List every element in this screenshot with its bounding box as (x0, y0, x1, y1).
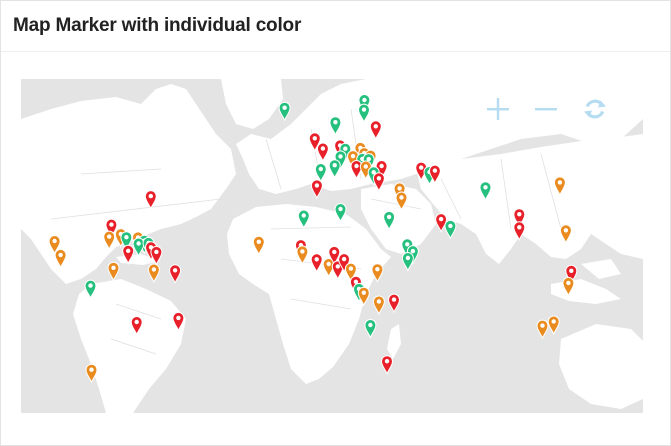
map-marker-orange-56[interactable] (296, 245, 309, 266)
map-marker-green-29[interactable] (479, 181, 492, 202)
map-marker-red-26[interactable] (428, 164, 441, 185)
map-marker-orange-44[interactable] (54, 248, 67, 269)
map-marker-red-59[interactable] (328, 245, 341, 266)
map-marker-green-48[interactable] (84, 279, 97, 300)
zoom-in-button[interactable] (485, 96, 511, 122)
map-marker-green-71[interactable] (401, 252, 414, 272)
map-marker-green-52[interactable] (297, 209, 310, 230)
map-marker-red-57[interactable] (310, 253, 323, 274)
map-marker-orange-81[interactable] (562, 276, 575, 297)
map-marker-red-5[interactable] (369, 120, 382, 141)
zoom-in-icon (487, 98, 509, 120)
zoom-out-icon (535, 108, 557, 111)
map-marker-green-76[interactable] (444, 219, 457, 240)
map-marker-red-21[interactable] (372, 172, 385, 193)
map-marker-orange-58[interactable] (322, 258, 335, 278)
widget-title: Map Marker with individual color (13, 15, 302, 36)
title-divider (1, 51, 670, 52)
map-marker-red-31[interactable] (144, 190, 157, 211)
map-marker-green-68[interactable] (383, 210, 396, 231)
map-marker-orange-67[interactable] (372, 295, 385, 316)
map-marker-green-22[interactable] (314, 163, 327, 183)
map-marker-orange-66[interactable] (371, 263, 384, 284)
map-marker-red-3[interactable] (308, 132, 321, 153)
map-marker-orange-83[interactable] (547, 315, 560, 336)
map-marker-orange-45[interactable] (107, 261, 120, 282)
map-marker-green-38[interactable] (132, 237, 145, 258)
reset-view-icon (584, 99, 606, 119)
map-marker-red-50[interactable] (172, 311, 185, 332)
reset-view-button[interactable] (582, 96, 608, 122)
map-marker-orange-51[interactable] (85, 363, 98, 384)
map-marker-green-2[interactable] (357, 103, 371, 124)
map-marker-red-23[interactable] (310, 179, 323, 200)
map-marker-orange-33[interactable] (103, 230, 116, 251)
map-marker-orange-82[interactable] (536, 319, 549, 340)
map-marker-orange-62[interactable] (344, 262, 357, 283)
map-marker-orange-54[interactable] (252, 235, 265, 256)
map-marker-orange-46[interactable] (147, 263, 160, 284)
map-marker-green-16[interactable] (328, 159, 341, 180)
map-marker-green-53[interactable] (334, 203, 347, 223)
map-marker-orange-65[interactable] (357, 286, 370, 307)
map-marker-red-24[interactable] (415, 161, 428, 182)
map-marker-orange-28[interactable] (395, 191, 408, 212)
map-marker-orange-30[interactable] (553, 176, 566, 197)
map-marker-green-4[interactable] (329, 116, 342, 137)
map-marker-red-77[interactable] (513, 208, 526, 229)
map-marker-green-0[interactable] (278, 101, 291, 122)
zoom-out-button[interactable] (533, 96, 559, 122)
map-marker-orange-13[interactable] (346, 150, 360, 171)
map-marker-red-49[interactable] (130, 316, 143, 336)
map-marker-red-6[interactable] (316, 142, 329, 163)
map-marker-red-17[interactable] (350, 160, 363, 180)
map-marker-green-35[interactable] (120, 231, 133, 252)
map-marker-red-47[interactable] (169, 264, 182, 285)
map-marker-orange-79[interactable] (559, 224, 572, 245)
map-marker-red-78[interactable] (513, 221, 526, 242)
map-marker-red-42[interactable] (122, 244, 135, 265)
map-marker-red-41[interactable] (150, 245, 163, 266)
map-marker-red-72[interactable] (387, 293, 401, 314)
map-marker-green-73[interactable] (364, 319, 377, 339)
map-marker-orange-43[interactable] (48, 235, 61, 255)
map-marker-red-74[interactable] (380, 355, 394, 376)
